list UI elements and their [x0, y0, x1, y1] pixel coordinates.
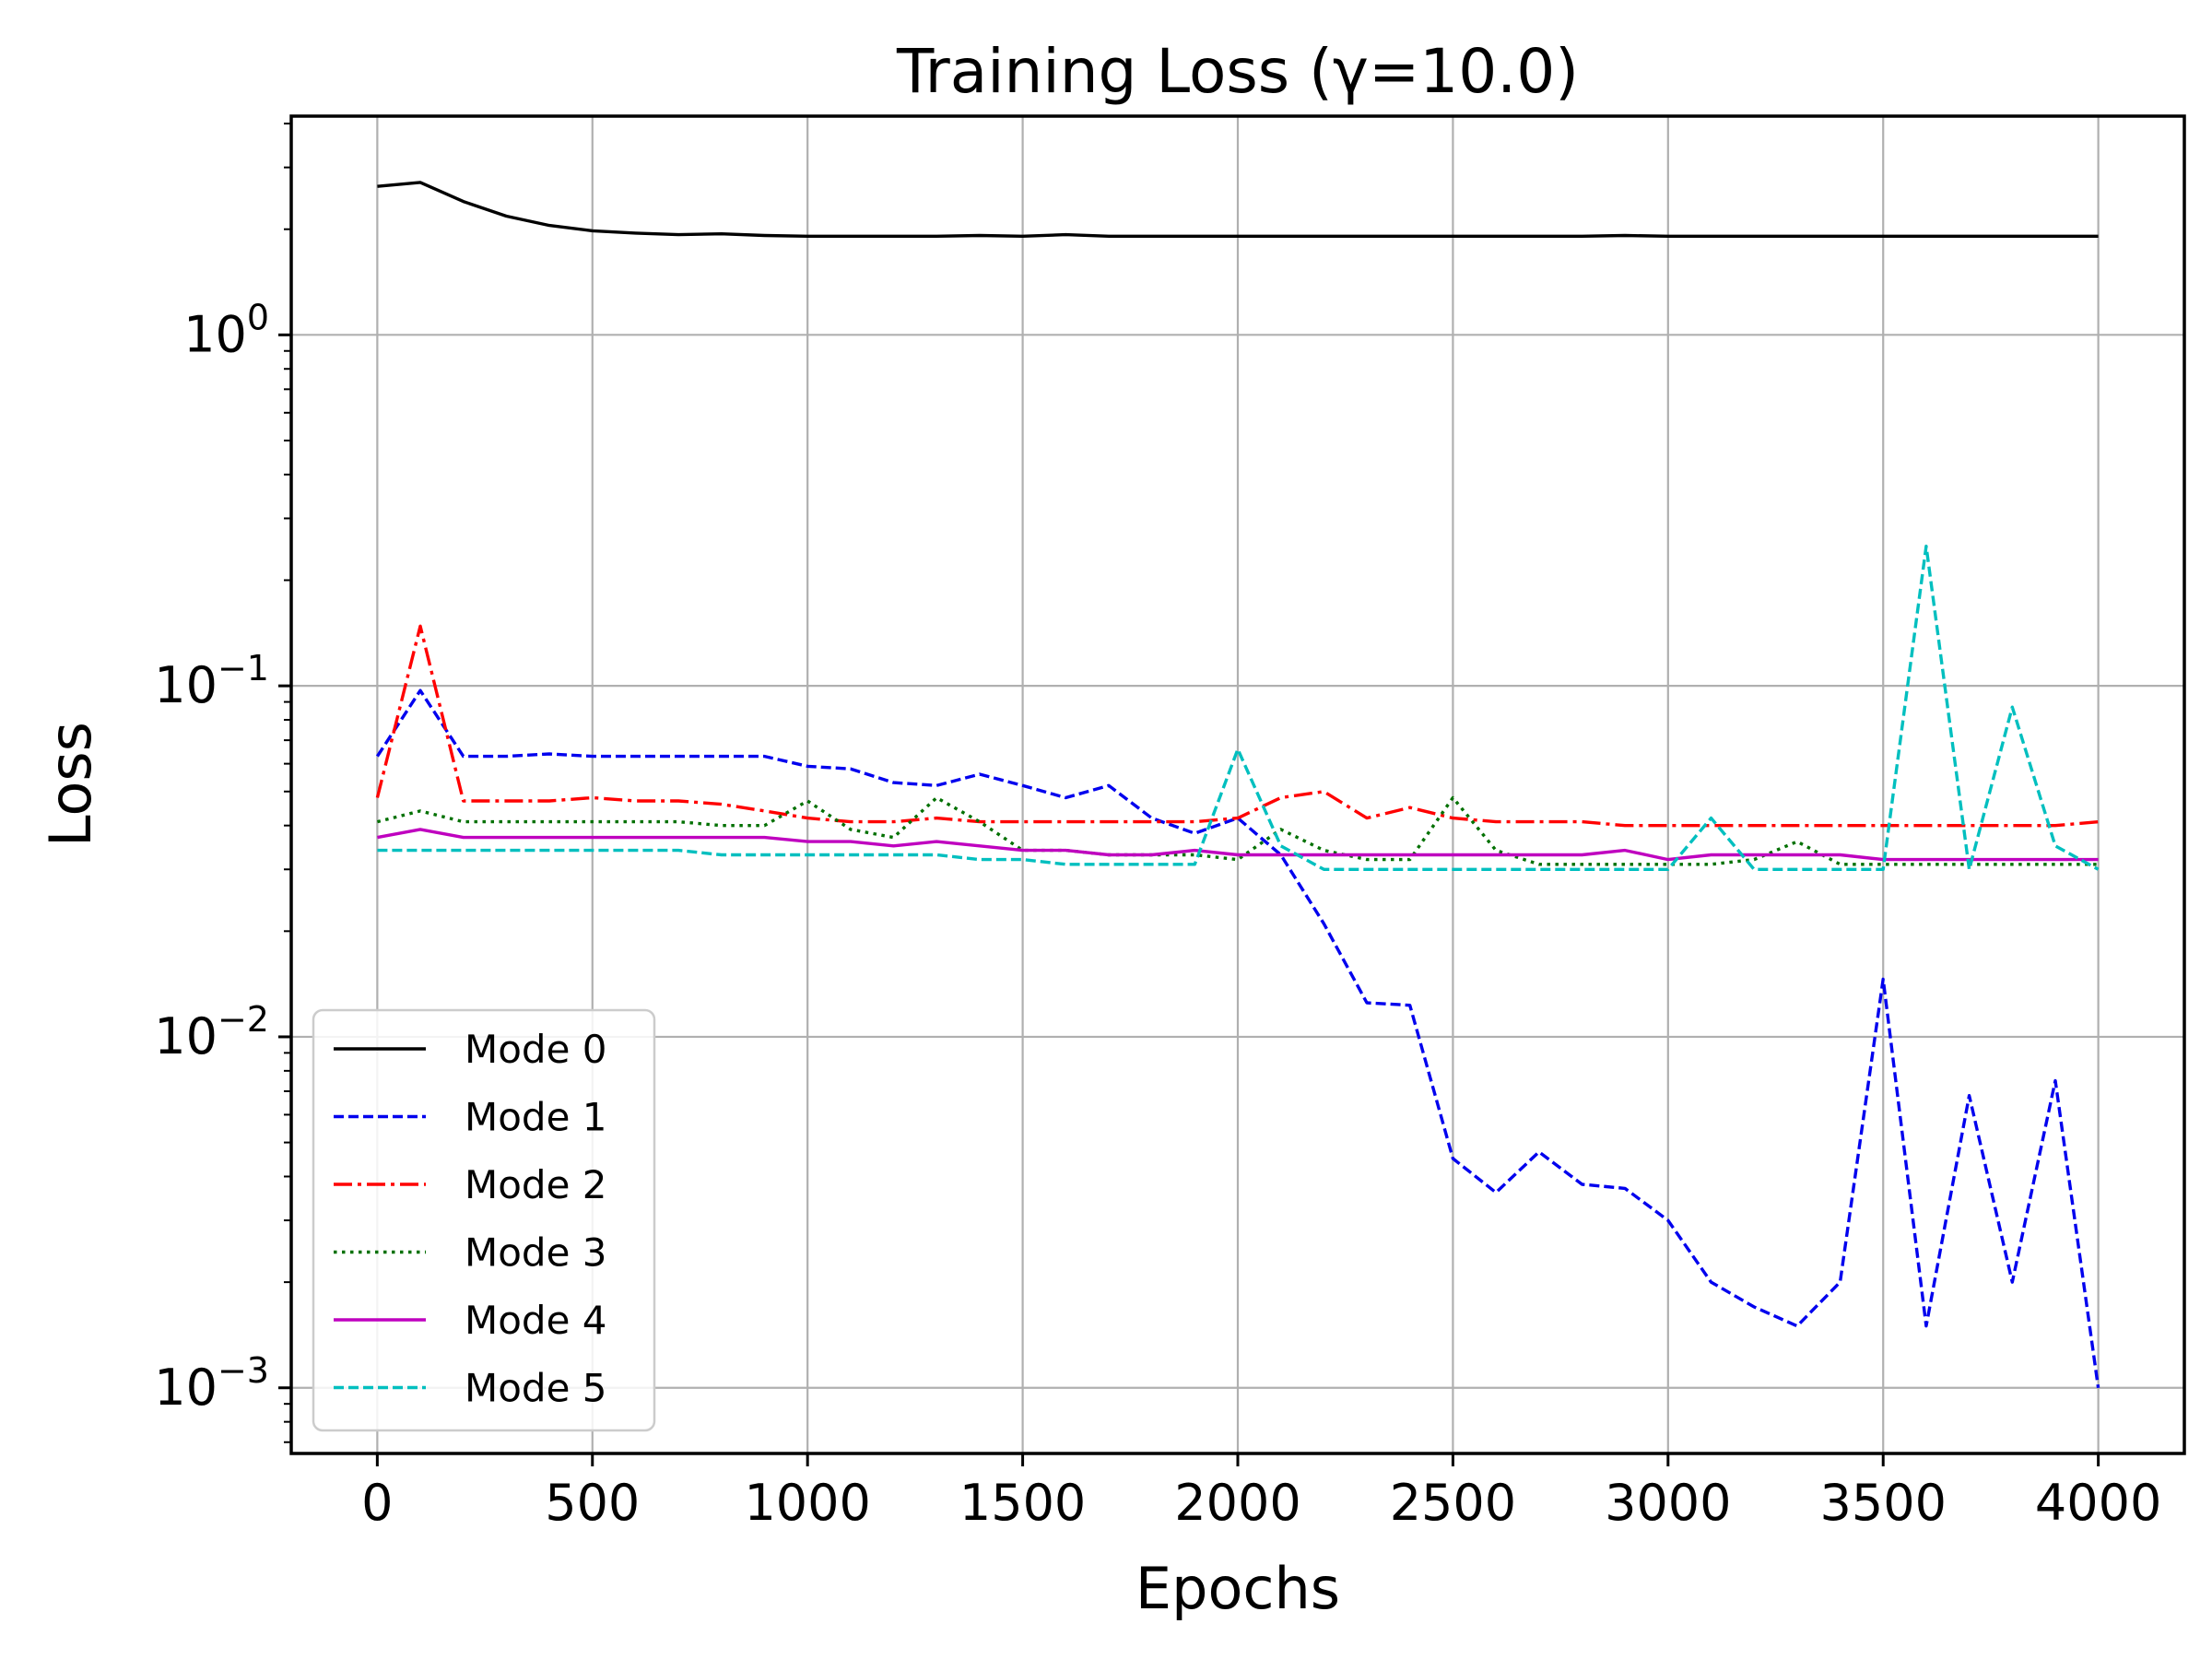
legend-label-mode-2: Mode 2: [465, 1162, 607, 1207]
x-axis-ticks: 0 500 1000 1500 2000 2500 3000 3500 4000: [361, 1453, 2161, 1532]
x-tick-label: 0: [361, 1474, 393, 1532]
series-line-mode-4: [377, 828, 2099, 862]
series-lines: [375, 181, 2100, 1389]
y-axis-ticks: 100 10−1 10−2 10−3: [154, 123, 291, 1443]
y-axis-label: Loss: [37, 722, 104, 847]
chart-title: Training Loss (γ=10.0): [896, 36, 1579, 107]
x-tick-label: 500: [545, 1474, 640, 1532]
series-line-mode-5: [377, 544, 2100, 871]
legend: Mode 0 Mode 1 Mode 2 Mode 3 Mode 4 Mode 5: [312, 1008, 656, 1432]
x-tick-label: 2000: [1174, 1474, 1300, 1532]
x-tick-label: 2500: [1390, 1474, 1516, 1532]
grid-lines: [291, 116, 2184, 1453]
y-tick-label: 10−2: [154, 999, 269, 1065]
y-tick-label: 10−3: [154, 1350, 269, 1417]
x-tick-label: 3500: [1820, 1474, 1947, 1532]
x-tick-label: 4000: [2035, 1474, 2161, 1532]
legend-label-mode-5: Mode 5: [465, 1366, 607, 1411]
x-tick-label: 3000: [1605, 1474, 1731, 1532]
series-line-mode-2: [375, 624, 2099, 828]
series-line-mode-0: [377, 181, 2099, 238]
legend-label-mode-4: Mode 4: [465, 1298, 607, 1343]
y-tick-label: 100: [183, 297, 269, 363]
series-line-mode-1: [375, 688, 2100, 1389]
y-tick-label: 10−1: [154, 648, 269, 714]
legend-label-mode-3: Mode 3: [465, 1230, 607, 1276]
x-axis-label: Epochs: [1135, 1555, 1340, 1622]
legend-label-mode-1: Mode 1: [465, 1095, 607, 1140]
legend-label-mode-0: Mode 0: [465, 1027, 607, 1072]
x-tick-label: 1500: [959, 1474, 1086, 1532]
x-tick-label: 1000: [744, 1474, 870, 1532]
